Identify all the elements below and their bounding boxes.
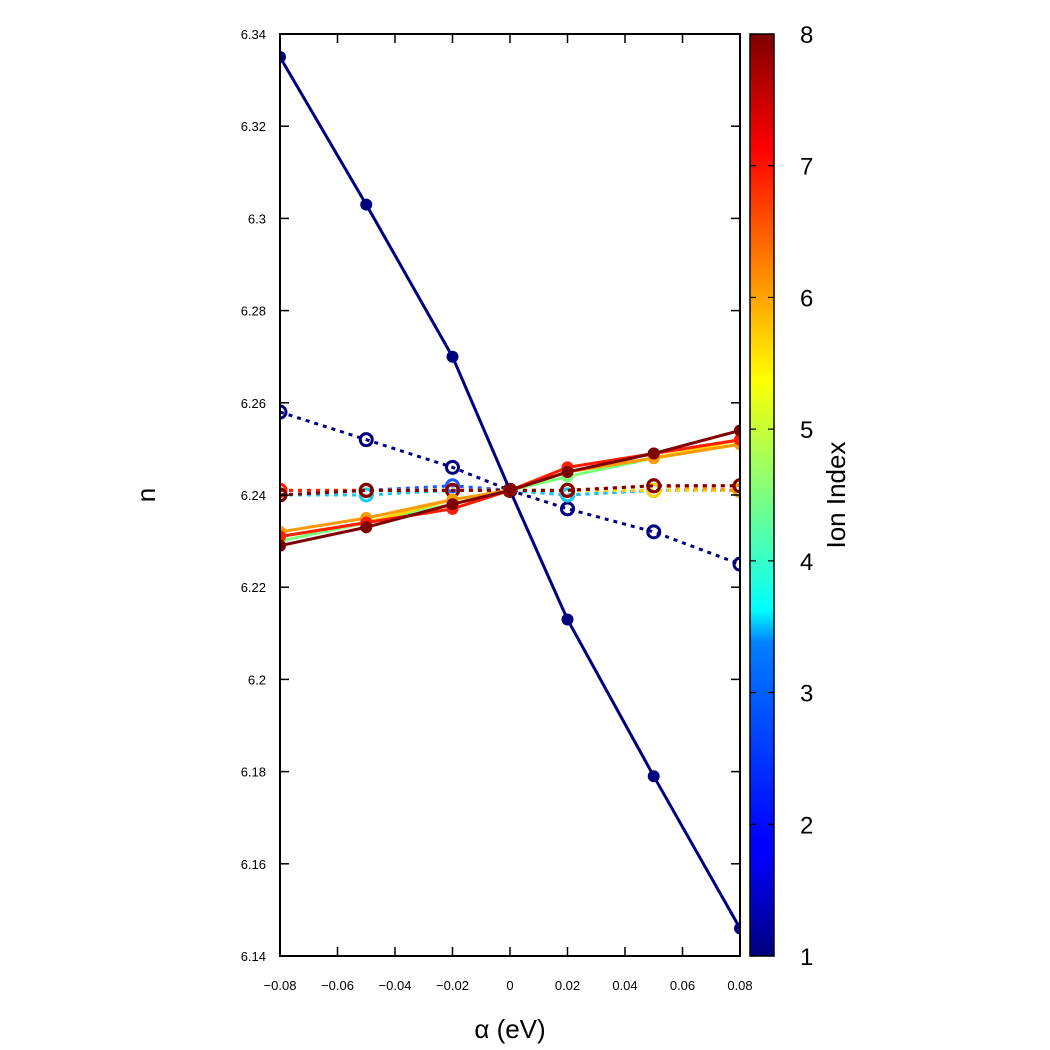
x-tick-label: 0.08 <box>727 978 752 993</box>
data-point <box>358 432 374 448</box>
data-point <box>734 424 740 437</box>
data-point <box>732 556 740 572</box>
x-tick-label: 0.06 <box>670 978 695 993</box>
data-point <box>732 478 740 494</box>
y-tick-label: 6.3 <box>248 211 266 226</box>
x-tick-label: −0.08 <box>264 978 297 993</box>
y-tick-label: 6.2 <box>248 672 266 687</box>
data-point <box>560 482 575 498</box>
y-tick-label: 6.22 <box>241 580 266 595</box>
colorbar-tick-label: 3 <box>800 681 813 708</box>
y-tick-label: 6.32 <box>241 119 266 134</box>
data-point <box>446 350 459 363</box>
colorbar-ticks: 1 2 3 4 5 6 7 8 <box>750 22 813 971</box>
colorbar-tick-label: 2 <box>800 812 813 839</box>
data-point <box>280 539 286 552</box>
data-point <box>280 404 288 420</box>
data-point <box>358 482 374 498</box>
series-ion-8-solid <box>280 424 740 552</box>
x-tick-label: 0 <box>506 978 513 993</box>
colorbar-title: Ion Index <box>821 442 851 549</box>
series-layer <box>280 51 740 935</box>
data-point <box>647 770 660 783</box>
data-point <box>504 484 516 497</box>
data-point <box>561 465 574 478</box>
data-point <box>446 498 459 511</box>
y-tick-label: 6.16 <box>241 857 266 872</box>
x-tick-label: 0.02 <box>555 978 580 993</box>
y-axis-title: n <box>131 488 161 502</box>
data-point <box>280 51 286 64</box>
data-point <box>647 447 660 460</box>
x-tick-label: −0.06 <box>321 978 354 993</box>
y-tick-label: 6.28 <box>241 304 266 319</box>
x-axis-title: α (eV) <box>474 1014 545 1044</box>
axis-ticks: −0.08 −0.06 −0.04 −0.02 0 0.02 0.04 0.06 0.08 6.1… <box>241 27 753 993</box>
x-tick-label: −0.02 <box>436 978 469 993</box>
colorbar-tick-label: 6 <box>800 285 813 312</box>
data-point <box>445 459 460 475</box>
y-tick-label: 6.18 <box>241 765 266 780</box>
data-point <box>280 482 288 498</box>
data-point <box>646 482 662 498</box>
data-point <box>360 198 373 211</box>
data-point <box>734 433 740 446</box>
data-point <box>646 524 662 540</box>
x-tick-label: 0.04 <box>612 978 637 993</box>
y-tick-label: 6.24 <box>241 488 266 503</box>
colorbar <box>749 33 775 957</box>
data-point <box>561 613 574 626</box>
colorbar-tick-label: 1 <box>800 944 813 971</box>
x-tick-label: −0.04 <box>379 978 412 993</box>
data-point <box>734 922 740 935</box>
y-tick-label: 6.26 <box>241 396 266 411</box>
data-point <box>560 487 575 503</box>
y-tick-label: 6.34 <box>241 27 266 42</box>
data-point <box>280 530 286 543</box>
colorbar-tick-label: 7 <box>800 154 813 181</box>
colorbar-tick-label: 5 <box>800 417 813 444</box>
data-point <box>360 521 373 534</box>
data-point <box>358 487 374 503</box>
data-point <box>732 482 740 498</box>
colorbar-tick-label: 8 <box>800 22 813 49</box>
data-point <box>646 478 662 494</box>
colorbar-tick-label: 4 <box>800 549 813 576</box>
data-point <box>560 501 575 517</box>
y-tick-label: 6.14 <box>241 949 266 964</box>
